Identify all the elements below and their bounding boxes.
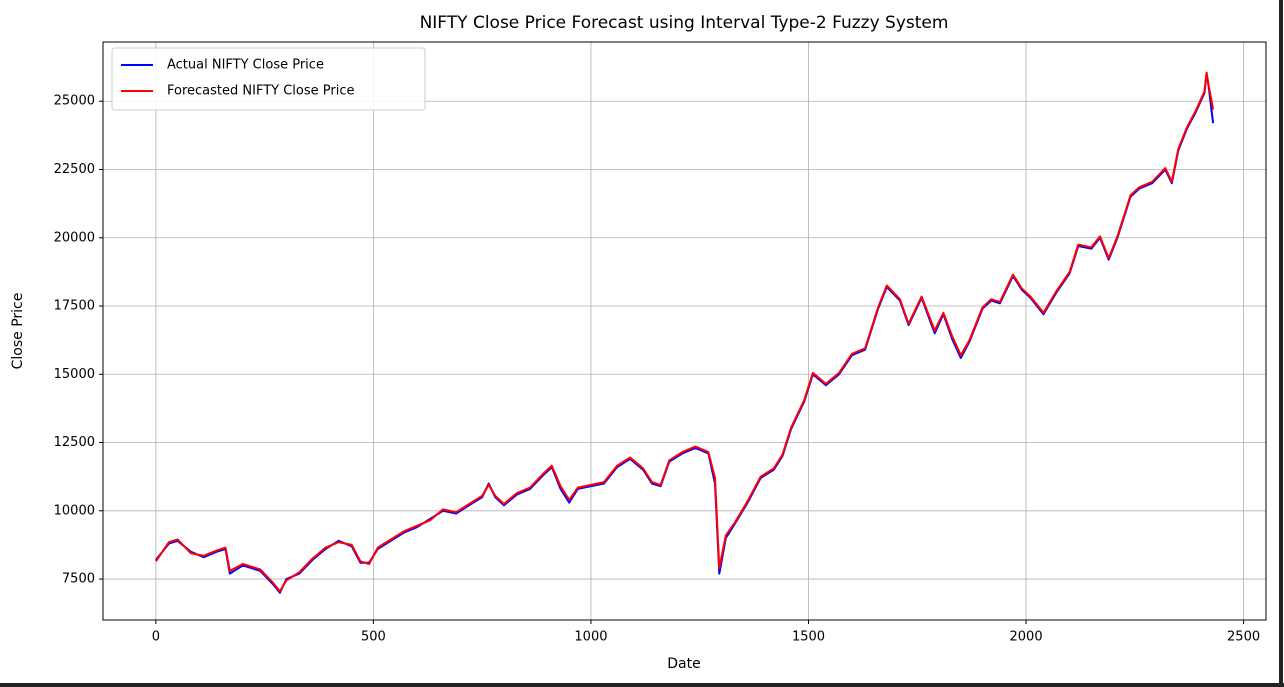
y-axis-label: Close Price: [10, 293, 26, 370]
x-tick-label: 500: [361, 630, 386, 645]
y-tick-label: 25000: [54, 94, 95, 109]
legend-box: [111, 47, 426, 111]
x-tick-label: 2500: [1227, 630, 1260, 645]
x-tick-label: 1500: [792, 630, 825, 645]
y-tick-label: 7500: [62, 572, 95, 587]
y-tick-label: 12500: [54, 435, 95, 450]
y-tick-label: 15000: [54, 367, 95, 382]
chart-title: NIFTY Close Price Forecast using Interva…: [420, 13, 949, 33]
legend-label: Actual NIFTY Close Price: [167, 58, 324, 73]
x-axis-label: Date: [667, 656, 700, 672]
plot-frame: [102, 41, 1267, 621]
legend-label: Forecasted NIFTY Close Price: [167, 84, 354, 99]
y-tick-label: 17500: [54, 299, 95, 314]
x-tick-label: 1000: [574, 630, 607, 645]
x-tick-label: 2000: [1010, 630, 1043, 645]
series-line: [155, 71, 1215, 593]
x-tick-label: 0: [152, 630, 160, 645]
y-tick-label: 20000: [54, 230, 95, 245]
y-tick-label: 22500: [54, 162, 95, 177]
y-tick-label: 10000: [54, 503, 95, 518]
